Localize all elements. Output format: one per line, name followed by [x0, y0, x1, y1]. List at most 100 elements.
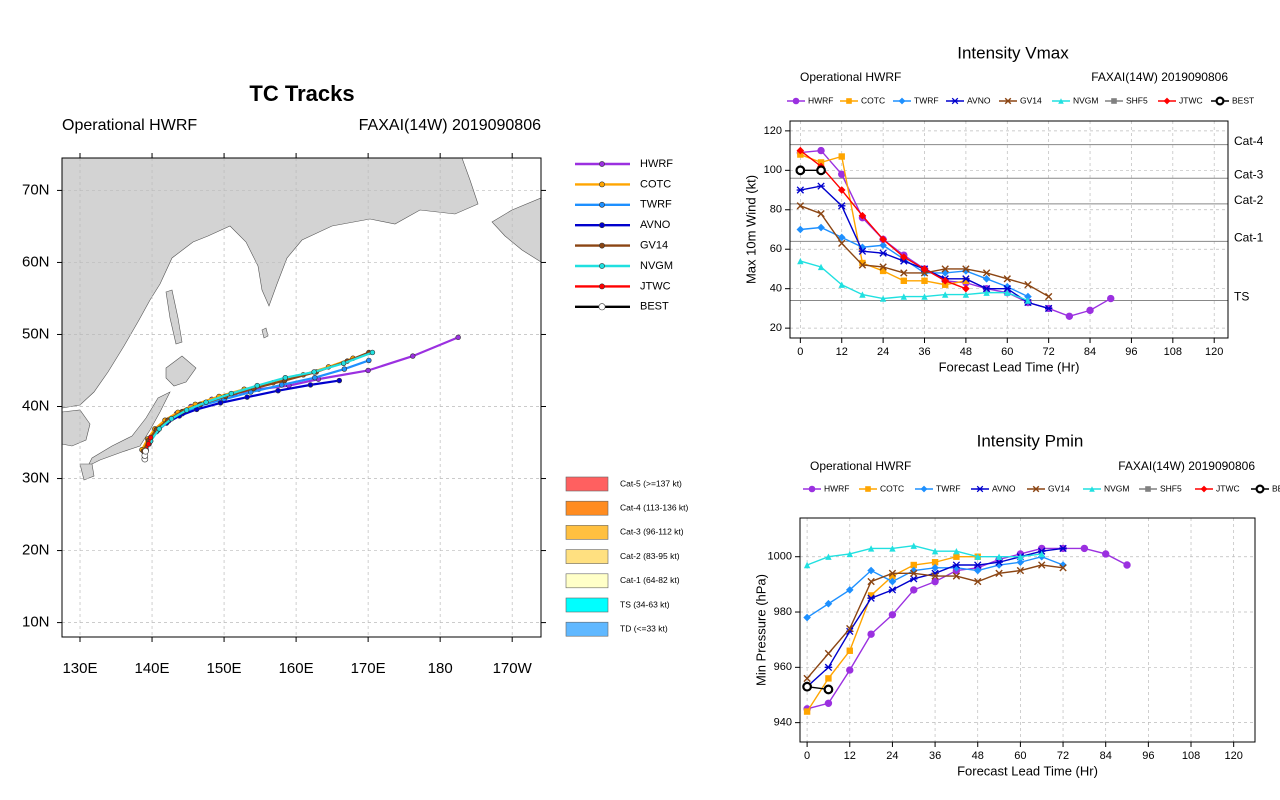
category-label: Cat-4 (113-136 kt) — [620, 502, 689, 512]
marker — [910, 575, 918, 583]
x-tick-label: 60 — [1001, 346, 1013, 358]
marker — [867, 594, 875, 602]
plot-frame — [61, 157, 542, 638]
marker — [867, 545, 875, 552]
sakhalin — [165, 289, 183, 345]
category-swatch — [565, 525, 609, 540]
marker — [1107, 294, 1115, 303]
marker — [962, 284, 970, 293]
marker — [858, 247, 867, 255]
marker — [278, 382, 285, 388]
x-axis-label: Forecast Lead Time (Hr) — [939, 359, 1080, 374]
marker — [1004, 97, 1012, 105]
marker — [931, 547, 939, 555]
x-tick-label: 96 — [1125, 346, 1137, 358]
marker — [796, 186, 805, 194]
legend-label: HWRF — [824, 483, 850, 493]
marker — [889, 545, 896, 552]
marker — [910, 569, 918, 578]
marker — [816, 165, 826, 176]
x-tick-label: 48 — [972, 750, 984, 762]
legend-label: SHF5 — [1126, 95, 1148, 105]
x-tick-label: 72 — [1057, 750, 1069, 762]
marker — [797, 257, 804, 265]
y-tick-label: 20 — [770, 322, 782, 334]
marker — [817, 146, 825, 155]
marker — [599, 201, 605, 208]
x-tick-label: 0 — [804, 750, 810, 762]
marker — [803, 708, 811, 715]
marker — [802, 681, 813, 692]
legend-label: NVGM — [1104, 483, 1130, 493]
marker — [982, 275, 991, 283]
y-tick-label: 1000 — [768, 551, 792, 563]
marker — [455, 334, 461, 341]
marker — [410, 353, 416, 359]
marker — [845, 586, 854, 594]
y-tick-label: 50N — [22, 325, 50, 342]
marker — [803, 613, 811, 622]
marker — [974, 553, 981, 560]
y-tick-label: 30N — [22, 470, 50, 487]
y-tick-label: 120 — [764, 125, 782, 137]
marker — [228, 390, 234, 397]
y-tick-label: 80 — [770, 204, 782, 216]
marker — [867, 566, 875, 575]
marker — [825, 675, 832, 682]
marker — [366, 357, 372, 364]
marker — [796, 225, 805, 234]
x-tick-label: 72 — [1043, 346, 1055, 358]
marker — [1038, 561, 1046, 569]
marker — [1215, 96, 1225, 106]
category-label: Cat-1 (64-82 kt) — [620, 575, 680, 585]
marker — [1080, 544, 1089, 553]
kyushu — [79, 463, 95, 481]
marker — [995, 558, 1003, 566]
marker — [1059, 544, 1067, 553]
marker — [336, 377, 343, 384]
marker — [1024, 292, 1032, 301]
marker — [1123, 561, 1131, 569]
y-axis-label: Max 10m Wind (kt) — [743, 175, 758, 284]
plot-frame — [799, 517, 1256, 743]
chart-title: TC Tracks — [249, 81, 354, 106]
marker — [817, 159, 825, 166]
marker — [951, 97, 959, 105]
legend-label: AVNO — [992, 483, 1016, 493]
subtitle-right: FAXAI(14W) 2019090806 — [1118, 459, 1255, 473]
marker — [879, 235, 887, 244]
marker — [599, 181, 605, 188]
marker — [823, 684, 834, 695]
marker — [941, 276, 949, 285]
x-tick-label: 108 — [1182, 750, 1200, 762]
marker — [796, 202, 805, 210]
y-tick-label: 960 — [774, 661, 792, 673]
marker — [867, 630, 875, 638]
marker — [879, 249, 887, 257]
marker — [931, 577, 939, 586]
marker — [889, 572, 896, 580]
legend-label: NVGM — [1073, 95, 1099, 105]
marker — [1058, 98, 1064, 104]
kamchatka-islands — [261, 327, 269, 339]
legend-label: HWRF — [808, 95, 834, 105]
x-tick-label: 12 — [844, 750, 856, 762]
x-tick-label: 24 — [877, 346, 889, 358]
legend-label: TWRF — [936, 483, 961, 493]
marker — [142, 447, 149, 455]
marker — [183, 407, 190, 413]
legend-label: AVNO — [967, 95, 991, 105]
marker — [838, 239, 846, 248]
marker — [312, 374, 318, 381]
x-tick-label: 170W — [493, 660, 533, 677]
marker — [156, 426, 162, 432]
asia-mainland — [61, 157, 479, 409]
x-tick-label: 140E — [135, 660, 170, 677]
marker — [859, 291, 866, 298]
marker — [341, 366, 348, 372]
marker — [838, 153, 845, 160]
marker — [888, 586, 897, 594]
marker — [1145, 486, 1151, 492]
marker — [982, 285, 991, 293]
